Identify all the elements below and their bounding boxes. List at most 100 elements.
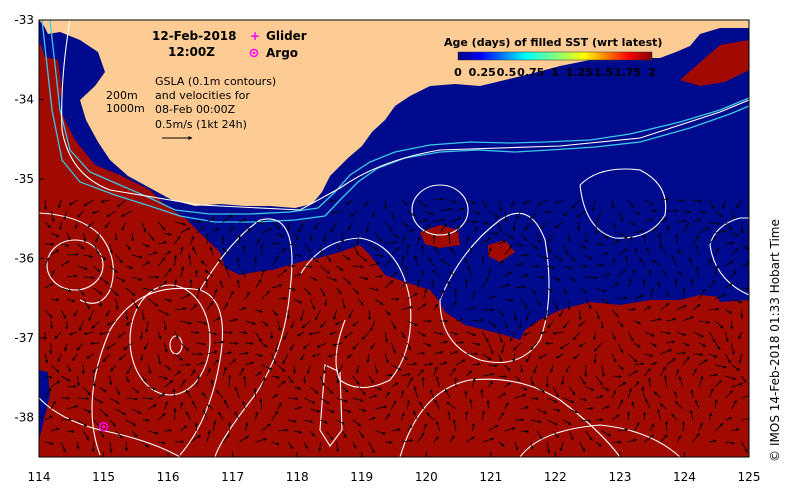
- velocity-arrow: [228, 291, 234, 300]
- velocity-arrow: [595, 242, 604, 247]
- velocity-arrow: [239, 351, 249, 355]
- velocity-arrow: [196, 342, 206, 346]
- x-tick-label: 116: [157, 470, 180, 484]
- velocity-arrow: [627, 331, 634, 342]
- velocity-arrow: [644, 306, 651, 311]
- velocity-arrow: [93, 243, 100, 255]
- velocity-arrow: [530, 287, 537, 295]
- velocity-arrow: [293, 386, 302, 390]
- velocity-arrow: [709, 373, 719, 377]
- velocity-arrow: [714, 210, 723, 218]
- velocity-arrow: [218, 411, 224, 421]
- velocity-arrow: [342, 408, 352, 413]
- velocity-arrow: [374, 298, 384, 306]
- velocity-arrow: [326, 430, 334, 440]
- velocity-arrow: [449, 331, 459, 336]
- velocity-arrow: [423, 342, 432, 347]
- velocity-arrow: [109, 419, 116, 427]
- velocity-arrow: [510, 199, 516, 208]
- velocity-arrow: [504, 427, 516, 432]
- velocity-arrow: [239, 367, 245, 377]
- velocity-arrow: [82, 232, 87, 243]
- velocity-arrow: [553, 276, 561, 282]
- velocity-arrow: [611, 239, 620, 245]
- velocity-arrow: [632, 268, 636, 278]
- velocity-arrow: [313, 221, 321, 229]
- velocity-arrow: [158, 241, 168, 245]
- velocity-arrow: [611, 199, 615, 209]
- velocity-arrow: [44, 283, 54, 289]
- colorbar-tick-label: 2: [648, 66, 656, 79]
- velocity-arrow: [384, 280, 394, 289]
- y-tick-label: -34: [14, 92, 34, 106]
- velocity-arrow: [164, 232, 172, 236]
- velocity-arrow: [504, 402, 509, 410]
- velocity-arrow: [741, 286, 749, 291]
- velocity-arrow: [141, 309, 145, 321]
- velocity-arrow: [322, 232, 327, 243]
- velocity-arrow: [164, 429, 172, 433]
- velocity-arrow: [488, 363, 499, 368]
- velocity-arrow: [530, 397, 539, 401]
- velocity-arrow: [180, 266, 185, 278]
- velocity-arrow: [287, 375, 294, 384]
- velocity-arrow: [326, 408, 335, 413]
- velocity-arrow: [524, 221, 532, 231]
- y-tick-label: -36: [14, 251, 34, 265]
- velocity-arrow: [106, 210, 117, 218]
- velocity-arrow: [552, 298, 558, 310]
- velocity-arrow: [131, 276, 143, 281]
- velocity-arrow: [480, 389, 484, 399]
- velocity-arrow: [109, 375, 113, 386]
- velocity-arrow: [482, 437, 495, 443]
- velocity-arrow: [158, 309, 170, 316]
- velocity-arrow: [660, 331, 671, 335]
- velocity-arrow: [349, 210, 360, 217]
- velocity-arrow: [617, 210, 624, 222]
- velocity-arrow: [692, 199, 703, 203]
- velocity-arrow: [469, 398, 473, 410]
- velocity-arrow: [731, 270, 737, 278]
- velocity-arrow: [644, 368, 651, 377]
- colorbar-title: Age (days) of filled SST (wrt latest): [444, 36, 662, 49]
- velocity-arrow: [601, 252, 609, 256]
- velocity-arrow: [435, 376, 441, 388]
- velocity-arrow: [205, 233, 210, 245]
- velocity-arrow: [332, 342, 343, 347]
- velocity-arrow: [663, 375, 668, 388]
- velocity-arrow: [465, 370, 473, 377]
- velocity-arrow: [180, 379, 186, 388]
- velocity-arrow: [482, 221, 490, 226]
- velocity-arrow: [579, 287, 588, 293]
- velocity-arrow: [303, 342, 311, 350]
- velocity-arrow: [523, 331, 532, 336]
- velocity-arrow: [464, 390, 468, 399]
- velocity-arrow: [682, 222, 690, 234]
- velocity-arrow: [611, 221, 617, 229]
- velocity-arrow: [76, 375, 80, 387]
- velocity-arrow: [287, 287, 296, 291]
- velocity-arrow: [404, 265, 409, 278]
- velocity-arrow: [563, 397, 575, 403]
- velocity-arrow: [471, 377, 476, 388]
- velocity-arrow: [421, 376, 425, 388]
- velocity-arrow: [319, 243, 324, 256]
- velocity-arrow: [228, 225, 234, 234]
- velocity-arrow: [401, 305, 413, 311]
- velocity-arrow: [109, 265, 118, 274]
- velocity-arrow: [190, 304, 198, 311]
- velocity-arrow: [390, 382, 399, 388]
- velocity-arrow: [455, 340, 465, 345]
- velocity-arrow: [67, 405, 79, 410]
- velocity-arrow: [345, 199, 354, 205]
- velocity-arrow: [304, 419, 314, 424]
- velocity-arrow: [141, 375, 147, 383]
- velocity-arrow: [185, 411, 192, 421]
- velocity-arrow: [174, 235, 181, 245]
- velocity-arrow: [617, 320, 624, 328]
- velocity-arrow: [320, 265, 330, 274]
- velocity-arrows: [43, 197, 749, 454]
- velocity-arrow: [304, 397, 316, 404]
- velocity-arrow: [555, 353, 564, 359]
- velocity-arrow: [648, 377, 652, 388]
